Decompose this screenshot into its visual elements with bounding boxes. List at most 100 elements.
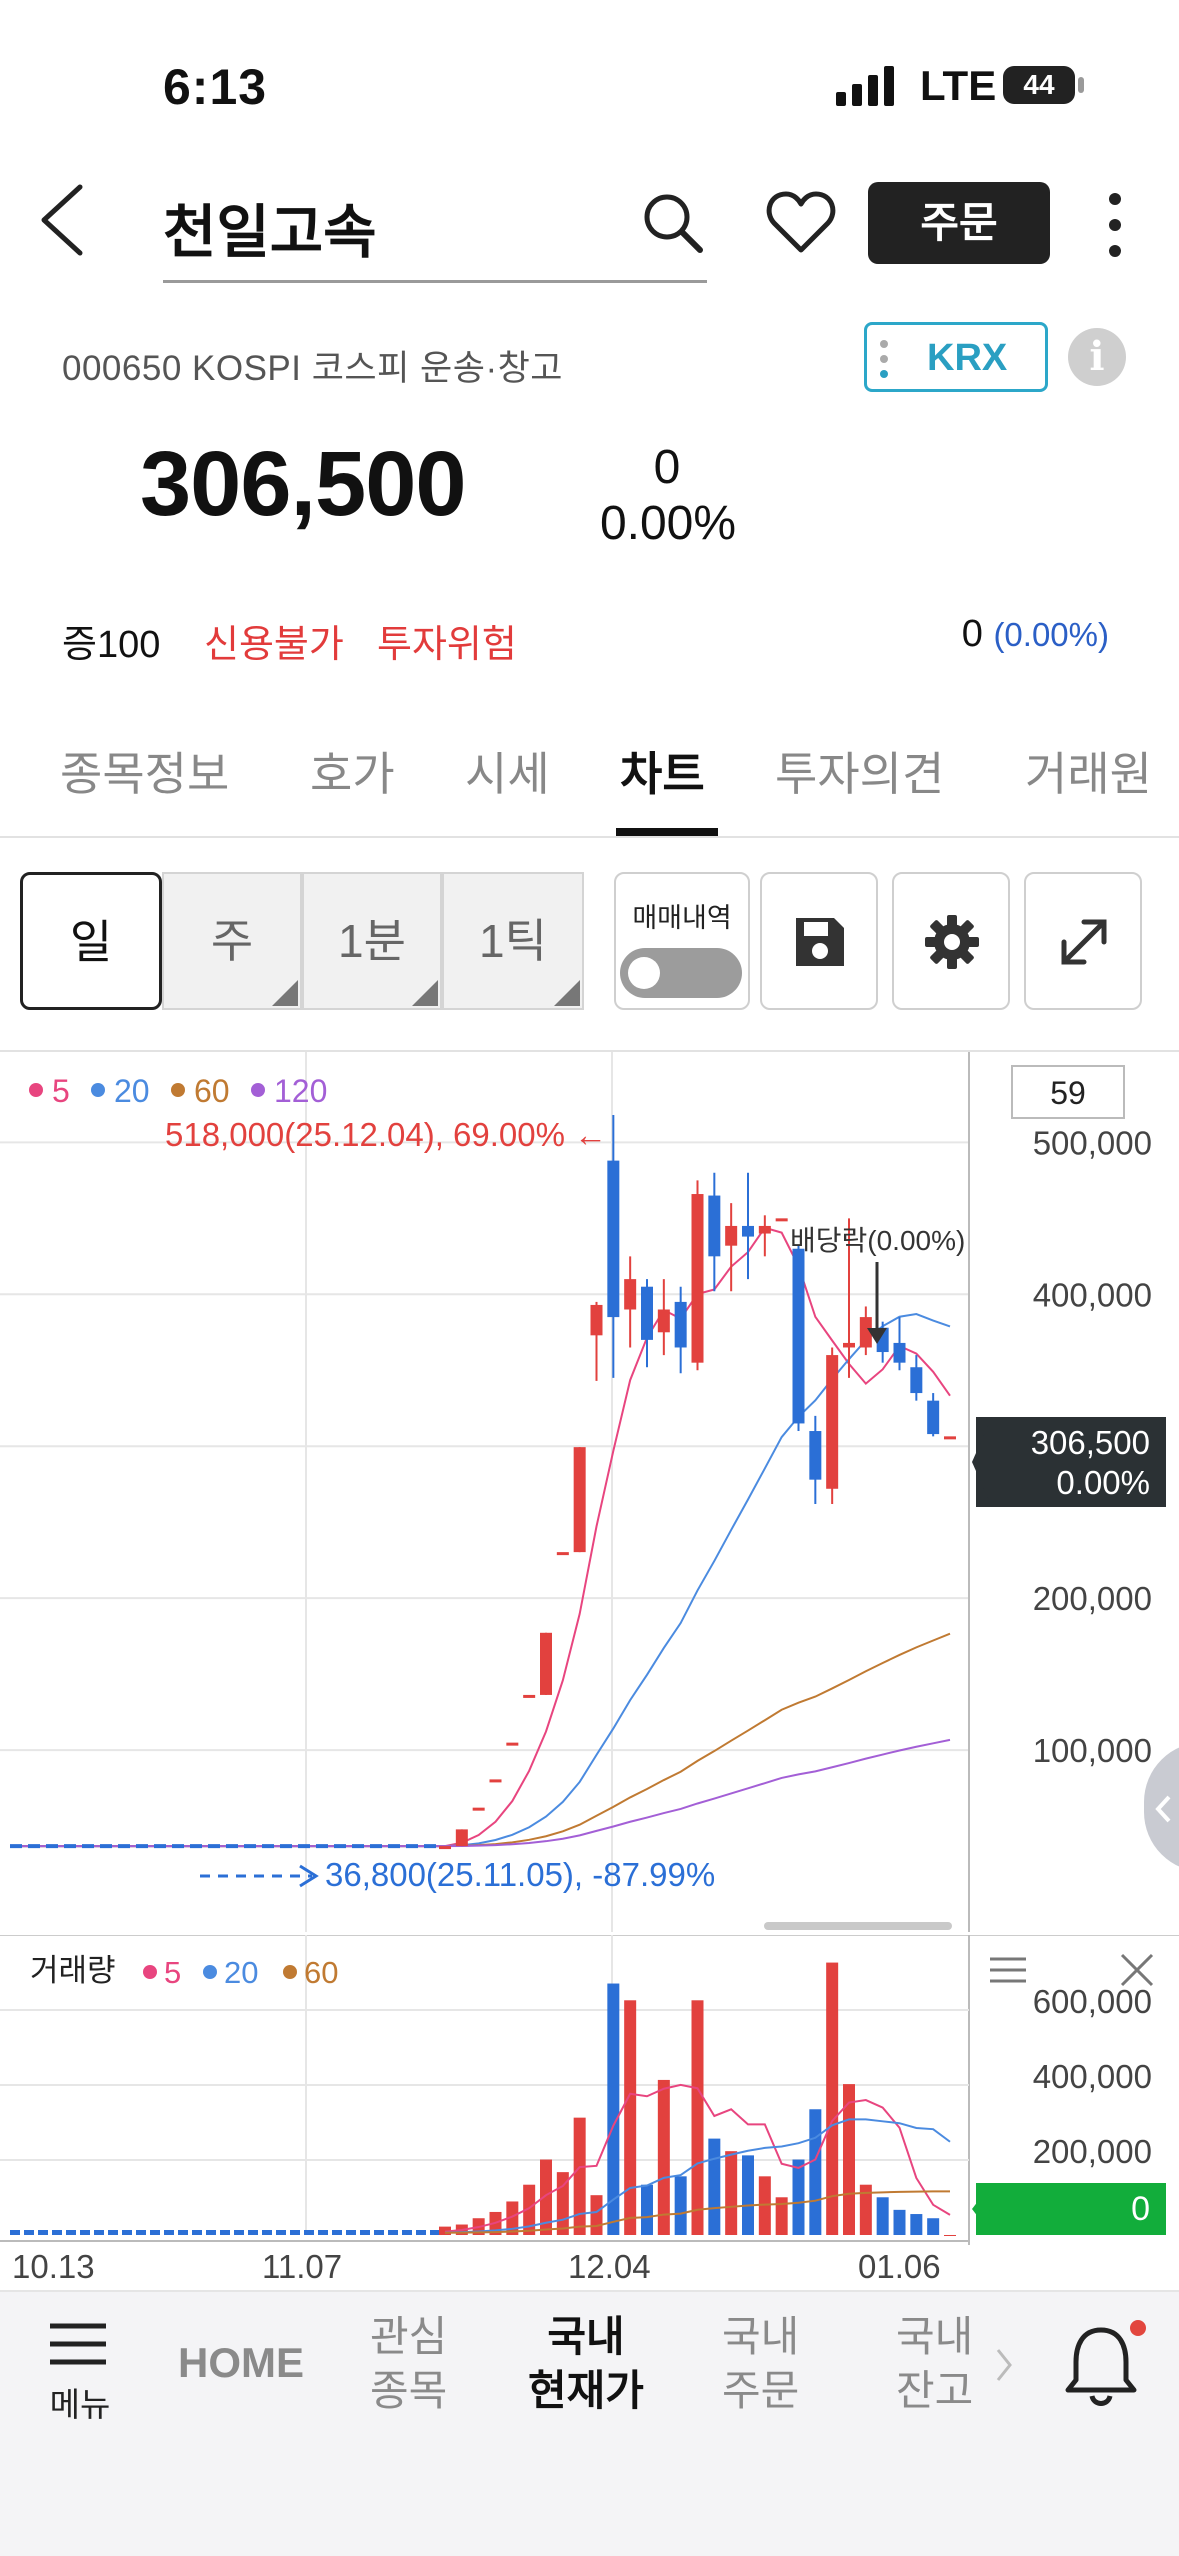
candle-body	[826, 1355, 839, 1489]
legend-ma20: 20	[114, 1073, 150, 1109]
volume-bar	[826, 1962, 839, 2235]
period-daily[interactable]: 일	[20, 872, 162, 1010]
legend-ma120: 120	[274, 1073, 327, 1109]
candle-body	[809, 1431, 822, 1480]
favorite-heart-icon[interactable]	[766, 190, 836, 256]
tab-chart[interactable]: 차트	[620, 748, 705, 800]
period-1min-label: 1분	[338, 915, 406, 967]
volume-bar	[674, 2176, 687, 2235]
dividend-arrow-head	[867, 1328, 887, 1344]
tab-brokers[interactable]: 거래원	[1025, 748, 1152, 800]
current-price-tag: 306,500 0.00%	[976, 1417, 1166, 1507]
volume-bar	[590, 2195, 603, 2235]
legend-ma5-dot	[29, 1083, 43, 1097]
volume-bar	[792, 2159, 805, 2235]
volume-chart[interactable]: 거래량 5 20 60 600,000 400,000 200,000	[0, 1935, 1179, 2245]
tab-opinion[interactable]: 투자의견	[775, 748, 945, 800]
price-chart[interactable]: 5 20 60 120 59 518,000(25.12.04), 69.00%…	[0, 1052, 1179, 1932]
period-1min[interactable]: 1분	[302, 872, 442, 1010]
volume-pct: (0.00%)	[993, 616, 1109, 653]
volume-bar	[876, 2197, 889, 2235]
notification-bell-icon[interactable]	[1060, 2322, 1142, 2410]
x-axis-line	[0, 2240, 969, 2242]
candle-body	[573, 1447, 586, 1553]
volume-bar	[758, 2176, 771, 2235]
legend-ma60: 60	[194, 1073, 230, 1109]
volume-bar	[691, 2000, 704, 2235]
volume-bar	[809, 2109, 822, 2235]
candle-body	[590, 1304, 603, 1336]
chevron-right-icon[interactable]	[994, 2346, 1014, 2384]
volume-bar	[708, 2138, 721, 2235]
vol-legend-ma60: 60	[304, 1955, 338, 1990]
tab-stock-info[interactable]: 종목정보	[60, 748, 230, 800]
order-button[interactable]: 주문	[868, 182, 1050, 264]
volume-bar	[624, 2000, 637, 2235]
nav-order[interactable]: 국내 주문	[722, 2310, 799, 2418]
candle-count: 59	[1050, 1075, 1086, 1111]
save-button[interactable]	[760, 872, 878, 1010]
period-1tick[interactable]: 1틱	[442, 872, 584, 1010]
hamburger-menu-icon[interactable]	[48, 2322, 108, 2366]
xtick-1013: 10.13	[12, 2248, 95, 2285]
price-ytick: 500,000	[1033, 1124, 1152, 1161]
title-underline	[163, 280, 707, 283]
volume-ma20-line	[444, 2118, 951, 2234]
nav-current-price[interactable]: 국내 현재가	[528, 2310, 644, 2418]
candle-count-box	[1011, 1065, 1125, 1119]
nav-watchlist-line2: 종목	[370, 2367, 448, 2414]
settings-button[interactable]	[892, 872, 1010, 1010]
bottom-nav	[0, 2290, 1179, 2556]
period-weekly[interactable]: 주	[162, 872, 302, 1010]
vol-legend-ma60-dot	[283, 1965, 297, 1979]
volume-ma5-line	[444, 2083, 951, 2233]
candle-body	[944, 1436, 956, 1440]
stock-code-market: 000650 KOSPI 코스피 운송·창고	[62, 349, 564, 388]
legend-ma60-dot	[171, 1083, 185, 1097]
candle-body	[792, 1248, 805, 1424]
exchange-button[interactable]: KRX	[864, 322, 1048, 392]
vol-ytick-400k: 400,000	[1033, 2058, 1152, 2095]
volume-bar	[540, 2159, 552, 2235]
legend-ma20-dot	[91, 1083, 105, 1097]
candle-body	[725, 1225, 738, 1246]
nav-balance[interactable]: 국내 잔고	[896, 2310, 973, 2418]
xtick-0106: 01.06	[858, 2248, 941, 2285]
volume-summary: 0 (0.00%)	[962, 613, 1109, 656]
search-icon[interactable]	[640, 190, 706, 256]
toggle-knob	[628, 957, 660, 989]
xtick-1204: 12.04	[568, 2248, 651, 2285]
notification-badge	[1130, 2320, 1146, 2336]
tab-quotes[interactable]: 시세	[465, 748, 550, 800]
max-price-annotation: 518,000(25.12.04), 69.00% ←	[165, 1116, 607, 1153]
volume-bar	[910, 2214, 923, 2235]
menu-label[interactable]: 메뉴	[49, 2386, 111, 2423]
price-tag-pct: 0.00%	[1056, 1464, 1150, 1501]
more-options-icon[interactable]	[1100, 190, 1130, 260]
candle-body	[708, 1195, 721, 1257]
chart-legend: 5 20 60 120	[29, 1073, 327, 1109]
tab-orderbook[interactable]: 호가	[310, 748, 395, 800]
candle-body	[624, 1279, 637, 1310]
nav-watchlist-line1: 관심	[370, 2313, 448, 2360]
dividend-label: 배당락(0.00%)	[790, 1225, 965, 1256]
volume-bar	[641, 2184, 653, 2235]
volume-bar	[607, 1983, 620, 2235]
ma5-line	[10, 1226, 951, 1848]
margin-rate: 증100	[62, 624, 161, 666]
price-ytick: 100,000	[1033, 1732, 1152, 1769]
candle-body	[758, 1225, 771, 1234]
price-ytick: 200,000	[1033, 1580, 1152, 1617]
volume-bar	[843, 2084, 855, 2235]
info-icon[interactable]: i	[1068, 328, 1126, 386]
candle-body	[489, 1779, 502, 1783]
nav-current-line1: 국내	[547, 2313, 625, 2360]
trade-history-label: 매매내역	[632, 903, 732, 933]
candle-body	[523, 1694, 536, 1698]
fullscreen-button[interactable]	[1024, 872, 1142, 1010]
nav-watchlist[interactable]: 관심 종목	[370, 2310, 447, 2418]
ma120-line	[10, 1738, 951, 1848]
back-icon[interactable]	[30, 175, 100, 265]
nav-home[interactable]: HOME	[178, 2339, 304, 2386]
volume-bar	[506, 2201, 519, 2235]
